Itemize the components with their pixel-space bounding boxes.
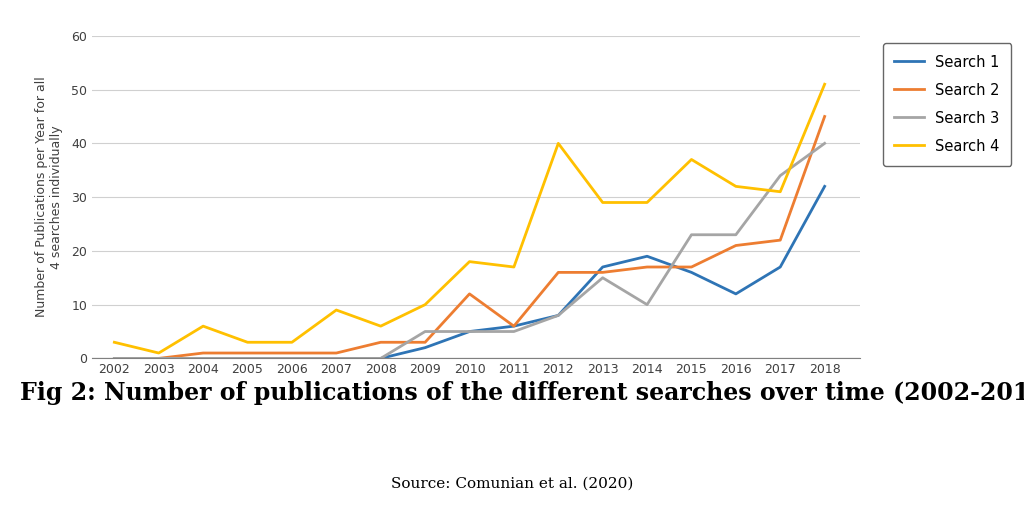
Search 1 [552, 312, 564, 318]
Search 3 [597, 274, 609, 281]
Search 1 [685, 269, 697, 275]
Y-axis label: Number of Publications per Year for all
4 searches individually: Number of Publications per Year for all … [35, 77, 62, 317]
Search 1 [375, 355, 387, 361]
Search 1 [641, 253, 653, 260]
Search 2 [286, 350, 298, 356]
Search 1 [818, 183, 830, 189]
Search 3 [153, 355, 165, 361]
Search 4 [508, 264, 520, 270]
Search 3 [375, 355, 387, 361]
Text: Source: Comunian et al. (2020): Source: Comunian et al. (2020) [391, 476, 633, 490]
Search 3 [286, 355, 298, 361]
Search 2 [463, 291, 475, 297]
Search 3 [774, 173, 786, 179]
Search 3 [109, 355, 121, 361]
Search 2 [818, 114, 830, 120]
Search 2 [552, 269, 564, 275]
Search 3 [552, 312, 564, 318]
Search 1 [508, 323, 520, 329]
Search 4 [818, 81, 830, 88]
Search 4 [242, 339, 254, 345]
Search 2 [419, 339, 431, 345]
Search 2 [109, 355, 121, 361]
Search 2 [641, 264, 653, 270]
Search 2 [330, 350, 342, 356]
Search 3 [730, 231, 742, 238]
Search 1 [463, 329, 475, 335]
Search 3 [330, 355, 342, 361]
Search 4 [685, 157, 697, 163]
Search 2 [242, 350, 254, 356]
Line: Search 3: Search 3 [115, 143, 824, 358]
Search 1 [153, 355, 165, 361]
Line: Search 2: Search 2 [115, 117, 824, 358]
Search 1 [730, 291, 742, 297]
Search 4 [109, 339, 121, 345]
Search 4 [153, 350, 165, 356]
Search 4 [463, 259, 475, 265]
Search 2 [153, 355, 165, 361]
Search 2 [774, 237, 786, 243]
Search 4 [597, 199, 609, 205]
Search 1 [774, 264, 786, 270]
Line: Search 4: Search 4 [115, 84, 824, 353]
Search 4 [730, 183, 742, 189]
Text: Fig 2: Number of publications of the different searches over time (2002-2018): Fig 2: Number of publications of the dif… [20, 381, 1024, 406]
Search 3 [242, 355, 254, 361]
Search 2 [685, 264, 697, 270]
Search 4 [419, 302, 431, 308]
Search 1 [197, 355, 209, 361]
Search 3 [818, 140, 830, 146]
Search 4 [552, 140, 564, 146]
Search 3 [197, 355, 209, 361]
Search 4 [641, 199, 653, 205]
Search 4 [330, 307, 342, 313]
Search 2 [730, 243, 742, 249]
Search 1 [597, 264, 609, 270]
Search 3 [508, 329, 520, 335]
Search 4 [286, 339, 298, 345]
Search 4 [375, 323, 387, 329]
Search 4 [774, 189, 786, 195]
Search 3 [685, 231, 697, 238]
Search 2 [197, 350, 209, 356]
Search 2 [508, 323, 520, 329]
Search 4 [197, 323, 209, 329]
Search 2 [597, 269, 609, 275]
Search 3 [463, 329, 475, 335]
Search 3 [641, 302, 653, 308]
Search 1 [109, 355, 121, 361]
Search 1 [330, 355, 342, 361]
Search 3 [419, 329, 431, 335]
Search 1 [419, 345, 431, 351]
Legend: Search 1, Search 2, Search 3, Search 4: Search 1, Search 2, Search 3, Search 4 [883, 43, 1012, 166]
Search 1 [286, 355, 298, 361]
Search 1 [242, 355, 254, 361]
Search 2 [375, 339, 387, 345]
Line: Search 1: Search 1 [115, 186, 824, 358]
